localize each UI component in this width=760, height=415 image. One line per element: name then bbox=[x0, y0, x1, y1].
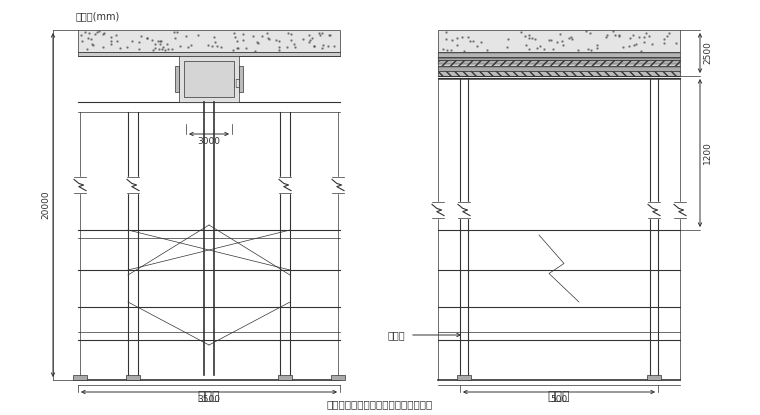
Text: 500: 500 bbox=[550, 395, 568, 404]
Polygon shape bbox=[458, 202, 470, 218]
Bar bbox=[184, 61, 234, 97]
Text: 1200: 1200 bbox=[703, 142, 712, 164]
Text: 断面图: 断面图 bbox=[198, 391, 220, 403]
Text: 侧面图: 侧面图 bbox=[548, 391, 570, 403]
Polygon shape bbox=[674, 202, 686, 218]
Text: 多道承重立杆图中省略: 多道承重立杆图中省略 bbox=[187, 80, 241, 88]
Text: 3000: 3000 bbox=[198, 137, 220, 146]
Bar bbox=[331, 375, 345, 380]
Bar bbox=[438, 71, 680, 76]
Bar bbox=[438, 30, 680, 52]
Bar bbox=[73, 375, 87, 380]
Polygon shape bbox=[279, 177, 291, 193]
Bar bbox=[438, 57, 680, 60]
Text: 多根承重立杆，木方支撑垂直于梁截面: 多根承重立杆，木方支撑垂直于梁截面 bbox=[327, 399, 433, 409]
Bar bbox=[78, 30, 340, 52]
Polygon shape bbox=[127, 177, 139, 193]
Text: 单位：(mm): 单位：(mm) bbox=[76, 11, 120, 21]
Polygon shape bbox=[74, 177, 86, 193]
Polygon shape bbox=[648, 202, 660, 218]
Bar bbox=[239, 66, 243, 92]
Text: 2500: 2500 bbox=[703, 42, 712, 64]
Text: 双立杆: 双立杆 bbox=[388, 330, 406, 340]
Bar bbox=[457, 375, 471, 380]
Bar bbox=[438, 52, 680, 57]
Polygon shape bbox=[432, 202, 444, 218]
Bar bbox=[175, 66, 179, 92]
Bar bbox=[179, 56, 239, 102]
Bar bbox=[647, 375, 661, 380]
Polygon shape bbox=[332, 177, 344, 193]
Bar bbox=[278, 375, 292, 380]
Bar bbox=[126, 375, 140, 380]
Text: 20000: 20000 bbox=[41, 190, 50, 219]
Text: 3500: 3500 bbox=[198, 395, 220, 404]
Bar bbox=[438, 66, 680, 71]
Bar bbox=[78, 52, 340, 56]
Bar bbox=[438, 60, 680, 66]
